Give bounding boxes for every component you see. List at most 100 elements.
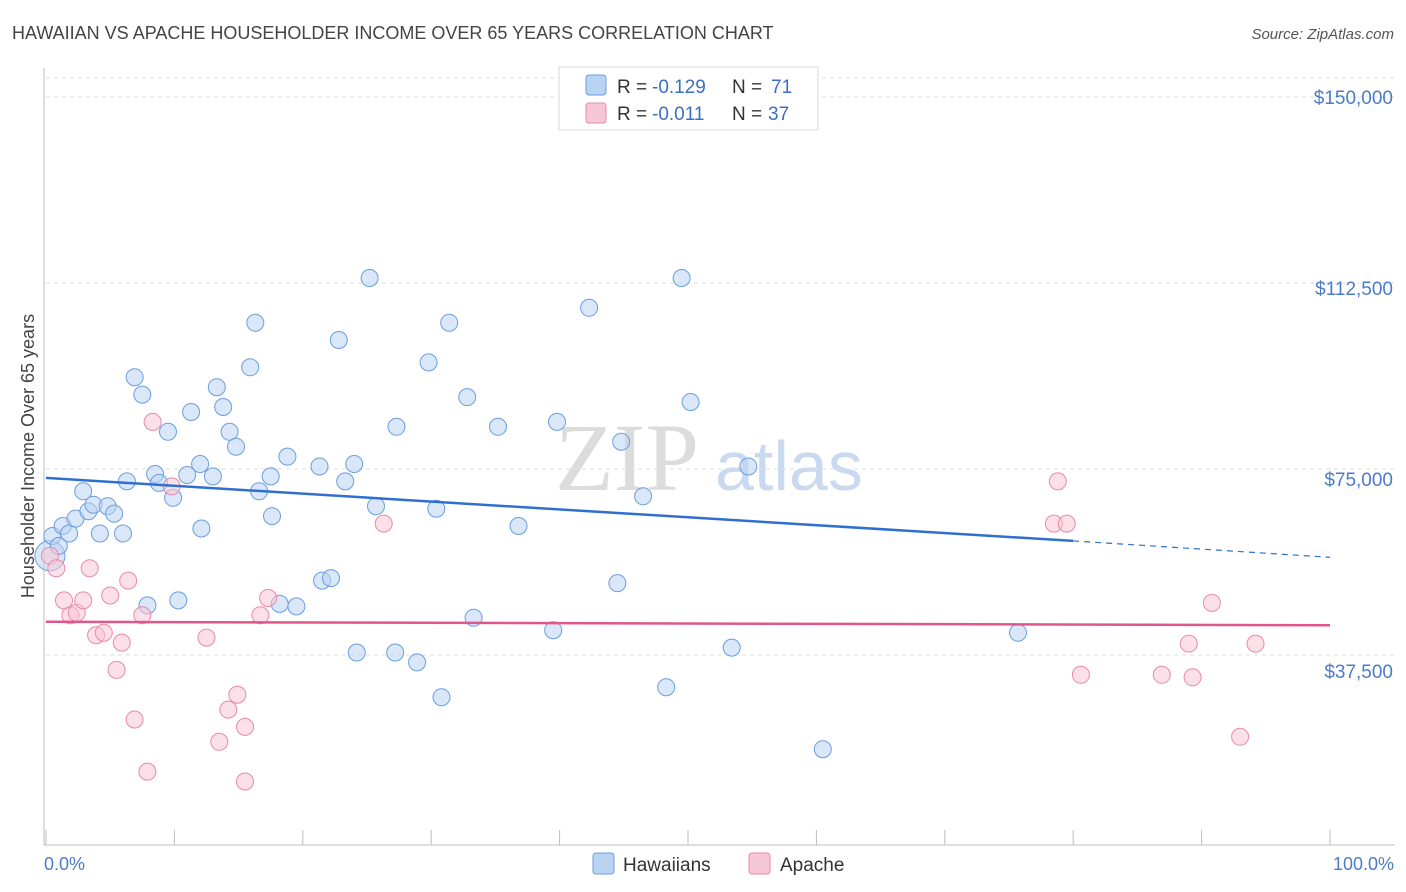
point-apache (119, 571, 138, 590)
point-apache (101, 586, 120, 605)
point-hawaiians (322, 569, 340, 588)
watermark-atlas: atlas (715, 427, 863, 505)
point-apache (138, 762, 157, 781)
point-apache (133, 606, 152, 625)
y-tick-label: $150,000 (1314, 88, 1393, 109)
point-hawaiians (634, 487, 653, 506)
point-hawaiians (408, 653, 427, 672)
point-hawaiians (74, 482, 93, 501)
chart-title: HAWAIIAN VS APACHE HOUSEHOLDER INCOME OV… (12, 23, 774, 43)
point-hawaiians (612, 432, 631, 451)
point-hawaiians (548, 412, 566, 431)
point-apache (197, 628, 216, 647)
point-apache (1152, 665, 1171, 684)
x-tick-label: 100.0% (1333, 854, 1394, 874)
point-hawaiians (169, 591, 188, 610)
point-apache (1183, 668, 1202, 687)
trend-line-hawaiians-extension (1073, 540, 1331, 558)
point-hawaiians (261, 467, 280, 486)
point-hawaiians (1009, 623, 1027, 642)
legend-r-value: -0.011 (652, 104, 704, 125)
point-hawaiians (182, 403, 201, 421)
y-tick-label: $112,500 (1315, 279, 1393, 300)
watermark-zip: ZIP (555, 404, 699, 511)
point-apache (219, 700, 238, 719)
point-apache (80, 559, 99, 578)
point-hawaiians (489, 417, 507, 436)
point-hawaiians (347, 643, 366, 662)
point-apache (143, 412, 162, 431)
point-apache (1048, 472, 1067, 491)
point-apache (1057, 514, 1076, 533)
point-hawaiians (432, 688, 451, 707)
axes (43, 68, 1395, 846)
point-apache (47, 559, 66, 578)
legend-r-label: R = (617, 77, 647, 98)
point-hawaiians (386, 643, 405, 662)
chart-source: Source: ZipAtlas.com (1251, 26, 1394, 43)
x-tick-label: 0.0% (44, 854, 85, 874)
point-hawaiians (178, 466, 197, 484)
watermark: ZIP atlas (555, 404, 863, 511)
point-hawaiians (114, 524, 132, 543)
point-apache (94, 623, 113, 642)
point-hawaiians (336, 472, 355, 491)
point-hawaiians (387, 417, 406, 436)
legend-n-value: 71 (771, 77, 792, 98)
point-apache (1071, 665, 1090, 684)
point-hawaiians (90, 524, 109, 543)
point-hawaiians (360, 269, 379, 287)
point-apache (236, 717, 254, 736)
point-hawaiians (580, 298, 599, 317)
point-hawaiians (203, 467, 222, 486)
bottom-legend-label: Apache (780, 855, 844, 876)
point-apache (107, 660, 126, 679)
point-hawaiians (220, 422, 239, 441)
point-hawaiians (287, 597, 306, 616)
bottom-legend-swatch-hawaiians (592, 852, 615, 875)
bottom-legend: Hawaiians Apache (592, 852, 844, 876)
y-tick-label: $75,000 (1324, 470, 1393, 491)
point-hawaiians (241, 358, 260, 377)
point-apache (1202, 593, 1221, 612)
point-hawaiians (191, 455, 210, 473)
bottom-legend-swatch-apache (748, 852, 771, 875)
point-hawaiians (278, 447, 297, 466)
point-hawaiians (192, 519, 211, 538)
point-hawaiians (509, 517, 528, 535)
legend-n-label: N = (732, 104, 762, 125)
point-apache (259, 589, 278, 607)
point-hawaiians (329, 331, 348, 349)
point-apache (228, 685, 247, 704)
point-apache (1231, 727, 1250, 746)
point-apache (374, 514, 393, 533)
point-apache (210, 732, 229, 751)
point-hawaiians (608, 574, 627, 593)
point-hawaiians (458, 388, 477, 407)
points (34, 269, 1265, 791)
point-apache (55, 591, 73, 610)
legend-swatch-apache (585, 102, 607, 124)
point-hawaiians (133, 385, 152, 404)
point-hawaiians (681, 393, 700, 411)
point-hawaiians (227, 437, 245, 456)
y-tick-label: $37,500 (1324, 662, 1393, 683)
point-hawaiians (159, 422, 177, 441)
point-hawaiians (419, 353, 438, 372)
legend-r-label: R = (617, 104, 647, 125)
legend-swatch-hawaiians (585, 74, 607, 96)
point-hawaiians (440, 313, 459, 332)
legend-n-value: 37 (768, 104, 789, 125)
point-hawaiians (310, 457, 329, 476)
legend: R = -0.129 N = 71 R = -0.011 N = 37 (558, 66, 819, 131)
point-hawaiians (60, 524, 79, 543)
point-hawaiians (739, 457, 758, 476)
point-hawaiians (657, 678, 676, 697)
trend-lines (45, 476, 1331, 627)
y-axis-label: Householder Income Over 65 years (18, 314, 38, 598)
point-apache (1246, 634, 1265, 653)
point-hawaiians (105, 504, 124, 523)
trend-line-hawaiians (45, 476, 1074, 543)
point-hawaiians (207, 378, 226, 397)
bottom-legend-label: Hawaiians (623, 855, 711, 876)
